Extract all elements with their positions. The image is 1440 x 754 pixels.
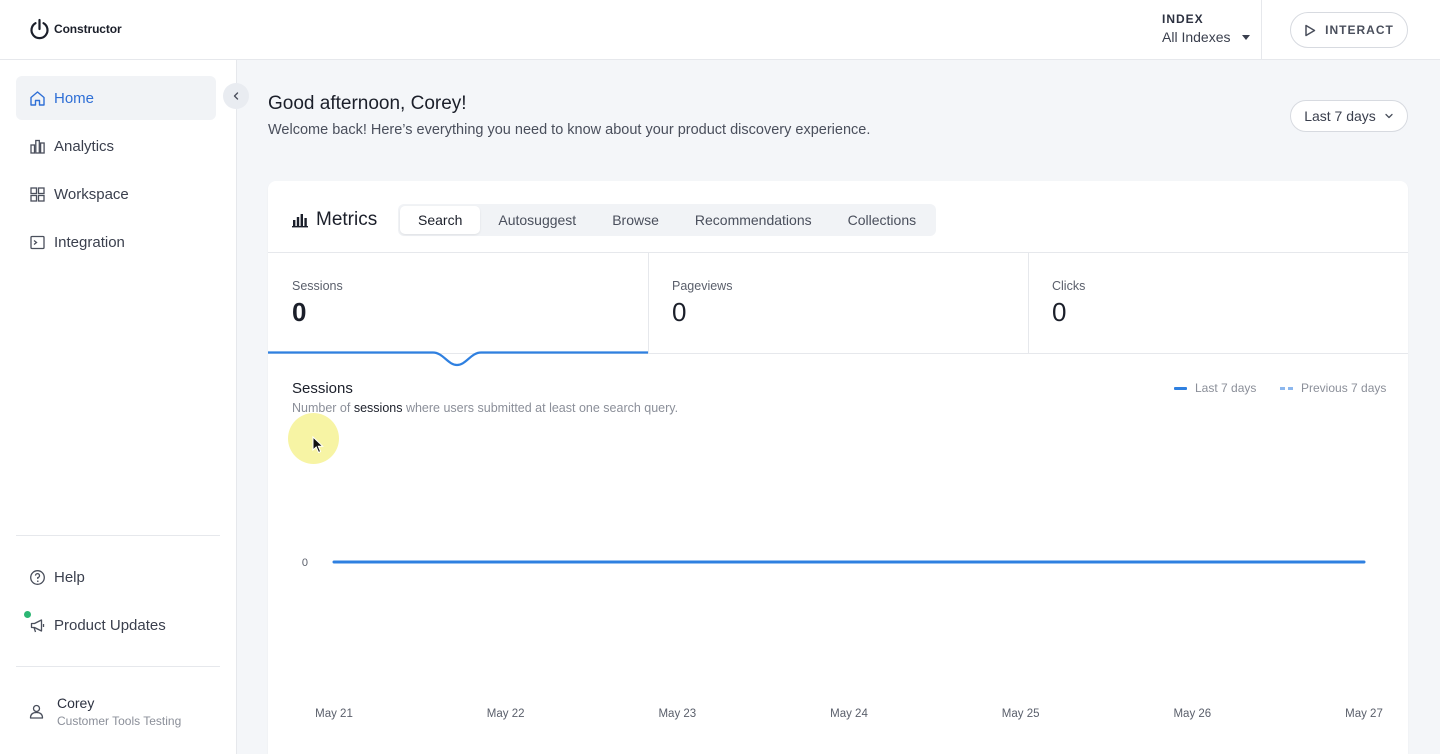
divider	[648, 253, 649, 353]
collapse-sidebar-button[interactable]	[223, 83, 249, 109]
legend-swatch	[1174, 386, 1187, 390]
stat-label: Pageviews	[672, 279, 733, 293]
tab-recommendations[interactable]: Recommendations	[694, 212, 812, 228]
user-icon	[29, 704, 44, 719]
sidebar-item-help[interactable]: Help	[16, 555, 216, 599]
logo[interactable]: Constructor	[29, 18, 122, 40]
sidebar-item-label: Home	[54, 89, 95, 107]
notification-dot	[24, 611, 31, 618]
sidebar-item-label: Help	[54, 568, 85, 586]
stat-pageviews[interactable]: Pageviews 0	[648, 253, 1028, 353]
tab-browse[interactable]: Browse	[612, 212, 659, 228]
index-value: All Indexes	[1162, 29, 1231, 45]
stat-value: 0	[292, 297, 307, 327]
bar-chart-icon	[30, 139, 45, 154]
sidebar-divider	[16, 535, 220, 536]
legend-swatch	[1280, 386, 1293, 390]
page-subtitle: Welcome back! Here’s everything you need…	[268, 122, 871, 138]
sidebar: Home Analytics Workspace Integration	[0, 60, 237, 754]
stat-value: 0	[672, 297, 687, 327]
x-tick-label: May 24	[830, 708, 868, 720]
power-logo-icon	[30, 18, 49, 40]
sidebar-item-integration[interactable]: Integration	[16, 220, 216, 264]
sidebar-item-workspace[interactable]: Workspace	[16, 172, 216, 216]
index-label: INDEX	[1162, 12, 1204, 26]
top-bar: Constructor INDEX All Indexes INTERACT	[0, 0, 1440, 60]
megaphone-icon	[30, 618, 45, 632]
sidebar-divider	[16, 666, 220, 667]
date-range-value: Last 7 days	[1304, 108, 1376, 124]
sidebar-item-analytics[interactable]: Analytics	[16, 124, 216, 168]
user-name: Corey	[57, 695, 95, 711]
stat-label: Sessions	[292, 279, 343, 293]
play-icon	[1305, 24, 1316, 36]
user-menu[interactable]: Corey Customer Tools Testing	[28, 695, 181, 728]
x-tick-label: May 21	[315, 708, 353, 720]
logo-text: Constructor	[54, 22, 122, 36]
active-stat-indicator	[268, 351, 648, 367]
y-tick-label: 0	[302, 557, 308, 569]
terminal-icon	[30, 235, 45, 249]
chevron-left-icon	[233, 92, 239, 100]
x-tick-label: May 25	[1002, 708, 1040, 720]
tab-search[interactable]: Search	[400, 206, 481, 234]
help-circle-icon	[30, 569, 45, 585]
sidebar-item-label: Analytics	[54, 137, 115, 155]
divider	[1028, 253, 1029, 353]
stat-label: Clicks	[1052, 279, 1086, 293]
divider	[268, 252, 1408, 253]
grid-icon	[30, 186, 45, 202]
home-icon	[30, 90, 45, 106]
chart-subtitle-text: Number of	[292, 401, 354, 415]
sidebar-item-product-updates[interactable]: Product Updates	[16, 603, 216, 647]
interact-button[interactable]: INTERACT	[1290, 12, 1408, 48]
index-selector[interactable]: INDEX All Indexes	[1162, 12, 1251, 45]
x-tick-label: May 23	[658, 708, 696, 720]
sidebar-item-label: Workspace	[54, 185, 129, 203]
interact-label: INTERACT	[1325, 23, 1394, 37]
stat-sessions[interactable]: Sessions 0	[268, 253, 648, 353]
divider	[268, 353, 1408, 354]
legend-label: Last 7 days	[1195, 381, 1257, 395]
chart-subtitle-text: where users submitted at least one searc…	[402, 401, 679, 415]
sessions-line-chart: 0 May 21 May 22 May 23 May 24 May 25 May 26 May…	[302, 557, 1383, 720]
tab-autosuggest[interactable]: Autosuggest	[498, 212, 577, 228]
tab-collections[interactable]: Collections	[847, 212, 917, 228]
stat-clicks[interactable]: Clicks 0	[1028, 253, 1408, 353]
sidebar-item-label: Product Updates	[54, 616, 166, 634]
chevron-down-icon	[1385, 113, 1393, 119]
metrics-header: Metrics	[292, 209, 377, 231]
divider	[1261, 0, 1262, 60]
metrics-card: Metrics Search Autosuggest Browse Recomm…	[268, 181, 1408, 754]
bar-chart-icon	[292, 214, 308, 228]
sidebar-item-home[interactable]: Home	[16, 76, 216, 120]
legend-item-previous[interactable]: Previous 7 days	[1280, 381, 1386, 395]
chart-title: Sessions	[292, 380, 353, 397]
metrics-tabs: Search Autosuggest Browse Recommendation…	[398, 204, 937, 236]
legend-label: Previous 7 days	[1301, 381, 1387, 395]
x-tick-label: May 22	[487, 708, 525, 720]
user-org: Customer Tools Testing	[57, 714, 182, 728]
x-tick-label: May 27	[1345, 708, 1383, 720]
caret-down-icon	[1242, 35, 1251, 40]
date-range-select[interactable]: Last 7 days	[1290, 100, 1408, 132]
page-title: Good afternoon, Corey!	[268, 93, 467, 114]
chart-subtitle-bold: sessions	[353, 401, 403, 415]
sidebar-item-label: Integration	[54, 233, 125, 251]
x-tick-label: May 26	[1173, 708, 1211, 720]
stat-value: 0	[1052, 297, 1067, 327]
chart-subtitle: Number of sessions where users submitted…	[292, 401, 678, 415]
legend-item-current[interactable]: Last 7 days	[1174, 381, 1256, 395]
metrics-title: Metrics	[316, 209, 378, 230]
